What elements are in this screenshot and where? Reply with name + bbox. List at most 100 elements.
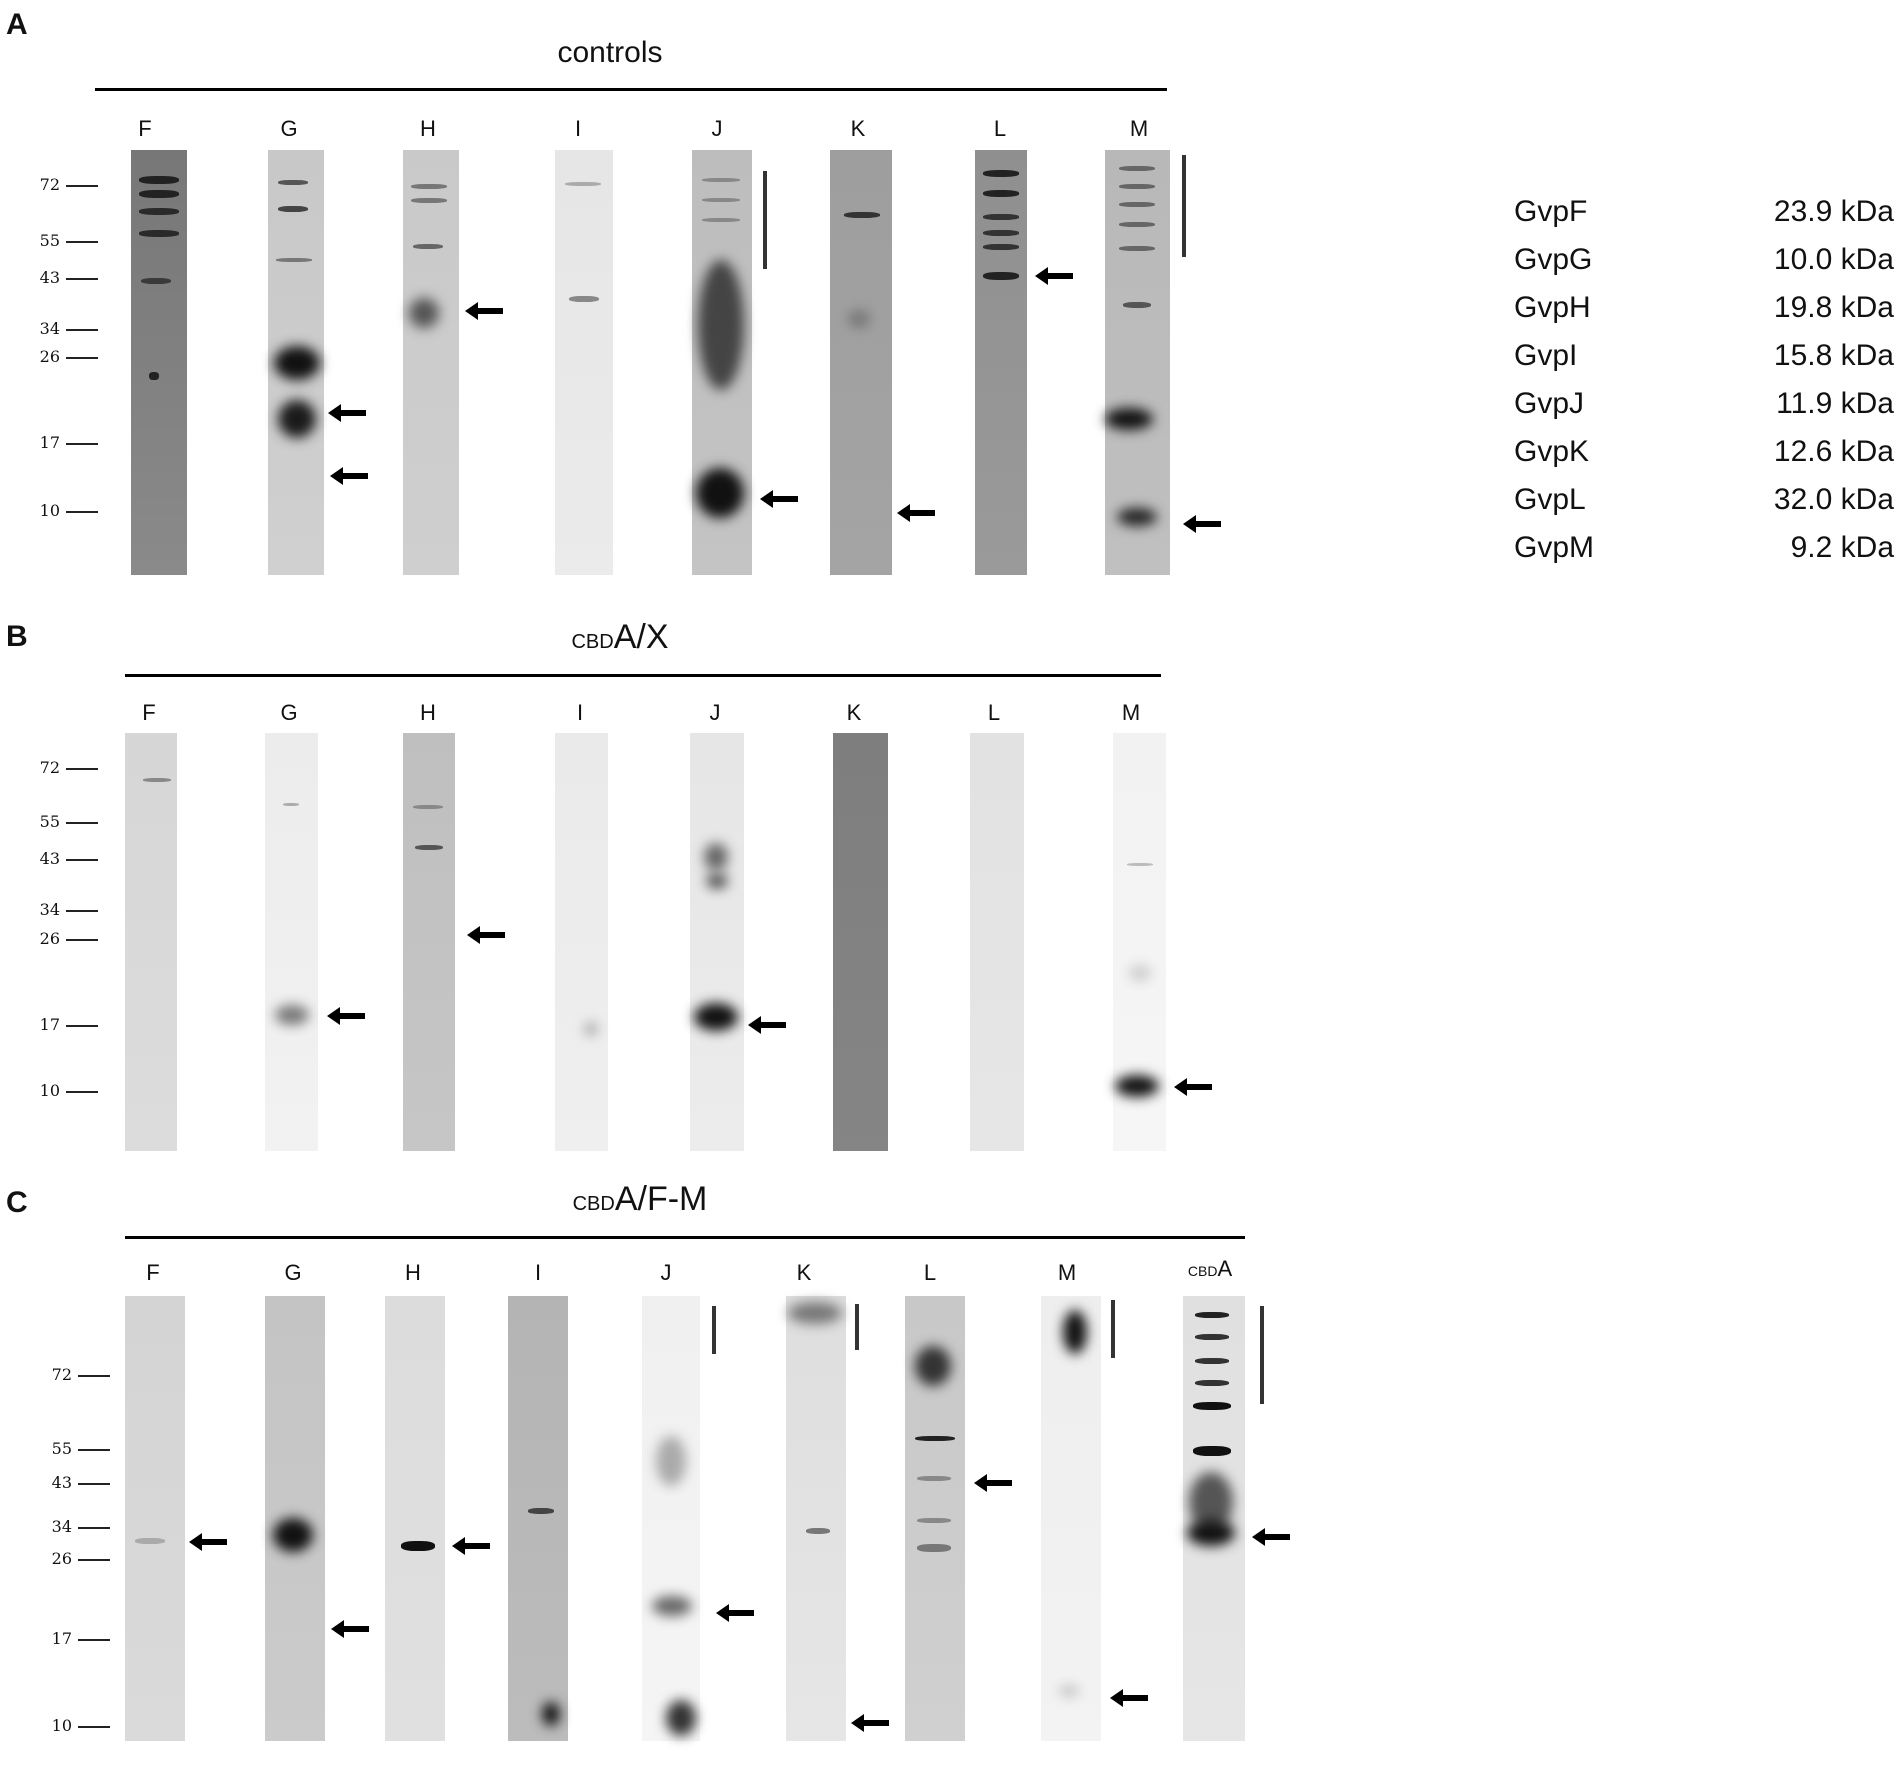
- blot-band: [702, 178, 740, 182]
- mw-marker-label: 43: [39, 268, 60, 287]
- arrow-left-icon: [331, 1620, 369, 1638]
- panel-a-label: A: [6, 8, 28, 41]
- blot-band: [1195, 1358, 1229, 1364]
- panel-a-lane-label: G: [280, 116, 298, 141]
- arrow-left-icon: [1035, 267, 1073, 285]
- mw-tick: [66, 278, 98, 280]
- panel-b-lane-label: I: [576, 700, 584, 725]
- mw-tick: [66, 329, 98, 331]
- legend-row: GvpF 23.9 kDa: [1514, 195, 1894, 243]
- blot-lane-i: [555, 733, 608, 1151]
- blot-band: [1105, 408, 1153, 430]
- mw-marker-label: 72: [39, 175, 60, 194]
- blot-lane-k: [786, 1296, 846, 1741]
- protein-name: GvpL: [1514, 483, 1586, 516]
- mw-marker-label: 55: [39, 231, 60, 250]
- oligomer-bracket: [763, 171, 767, 269]
- mw-marker-label: 17: [39, 1015, 60, 1034]
- protein-name: GvpF: [1514, 195, 1588, 228]
- blot-band: [278, 180, 308, 185]
- blot-band: [276, 258, 312, 262]
- mw-marker-label: 26: [39, 347, 60, 366]
- mw-marker-label: 55: [39, 812, 60, 831]
- oligomer-bracket: [855, 1304, 859, 1350]
- arrow-left-icon: [1174, 1078, 1212, 1096]
- blot-band: [1193, 1446, 1231, 1456]
- legend-row: GvpL 32.0 kDa: [1514, 483, 1894, 531]
- mw-marker-label: 55: [51, 1439, 72, 1458]
- protein-mass: 11.9 kDa: [1776, 387, 1894, 420]
- blot-band: [1187, 1520, 1235, 1546]
- blot-band: [1129, 965, 1151, 981]
- legend-row: GvpJ 11.9 kDa: [1514, 387, 1894, 435]
- arrow-left-icon: [1110, 1689, 1148, 1707]
- protein-mass-table: GvpF 23.9 kDa GvpG 10.0 kDa GvpH 19.8 kDa G…: [1514, 195, 1894, 579]
- panel-a-lane-label: J: [711, 116, 723, 141]
- blot-band: [917, 1518, 951, 1523]
- arrow-left-icon: [851, 1714, 889, 1732]
- blot-band: [706, 873, 728, 889]
- panel-b-lane-label: G: [280, 700, 298, 725]
- mw-tick: [66, 1091, 98, 1093]
- legend-row: GvpH 19.8 kDa: [1514, 291, 1894, 339]
- blot-lane-l: [970, 733, 1024, 1151]
- blot-band: [585, 1023, 597, 1035]
- mw-marker-label: 10: [39, 1081, 60, 1100]
- blot-band: [1115, 1075, 1159, 1097]
- arrow-left-icon: [760, 490, 798, 508]
- blot-lane-f: [125, 1296, 185, 1741]
- blot-band: [983, 190, 1019, 197]
- blot-lane-m: [1105, 150, 1170, 575]
- mw-tick: [66, 939, 98, 941]
- panel-c-lane-label: M: [1057, 1260, 1077, 1285]
- arrow-left-icon: [1252, 1528, 1290, 1546]
- blot-band: [528, 1508, 554, 1514]
- blot-band: [1117, 508, 1157, 526]
- blot-band: [704, 843, 728, 871]
- panel-c-lane-label: G: [284, 1260, 302, 1285]
- blot-band: [143, 778, 171, 782]
- mw-tick: [78, 1449, 110, 1451]
- arrow-left-icon: [189, 1533, 227, 1551]
- mw-tick: [66, 357, 98, 359]
- blot-band: [542, 1702, 560, 1726]
- arrow-left-icon: [748, 1016, 786, 1034]
- mw-marker-label: 17: [51, 1629, 72, 1648]
- blot-lane-f: [131, 150, 187, 575]
- panel-a-lane-label: H: [420, 116, 436, 141]
- blot-band: [1059, 1686, 1079, 1696]
- blot-band: [915, 1436, 955, 1441]
- blot-band: [1119, 222, 1155, 227]
- mw-tick: [66, 185, 98, 187]
- blot-band: [149, 372, 159, 380]
- panel-b-label: B: [6, 620, 28, 653]
- blot-band: [139, 190, 179, 198]
- blot-lane-l: [905, 1296, 965, 1741]
- panel-a-title: controls: [557, 36, 663, 69]
- mw-marker-label: 34: [39, 319, 60, 338]
- blot-lane-j: [642, 1296, 700, 1741]
- panel-b-rule: [125, 674, 1161, 677]
- blot-band: [569, 296, 599, 302]
- arrow-left-icon: [1183, 515, 1221, 533]
- blot-band: [139, 176, 179, 184]
- panel-c-rule: [125, 1236, 1245, 1239]
- mw-tick: [66, 443, 98, 445]
- arrow-left-icon: [716, 1604, 754, 1622]
- mw-marker-label: 72: [39, 758, 60, 777]
- blot-lane-g: [265, 733, 318, 1151]
- blot-band: [848, 310, 870, 328]
- blot-band: [401, 1541, 435, 1551]
- protein-name: GvpK: [1514, 435, 1590, 468]
- arrow-left-icon: [330, 467, 368, 485]
- legend-row: GvpM 9.2 kDa: [1514, 531, 1894, 579]
- protein-mass: 32.0 kDa: [1773, 483, 1894, 516]
- blot-band: [141, 278, 171, 284]
- blot-lane-k: [830, 150, 892, 575]
- blot-lane-h: [403, 150, 459, 575]
- blot-band: [415, 845, 443, 850]
- blot-lane-m: [1113, 733, 1166, 1151]
- mw-tick: [66, 511, 98, 513]
- arrow-left-icon: [328, 404, 366, 422]
- blot-lane-g: [268, 150, 324, 575]
